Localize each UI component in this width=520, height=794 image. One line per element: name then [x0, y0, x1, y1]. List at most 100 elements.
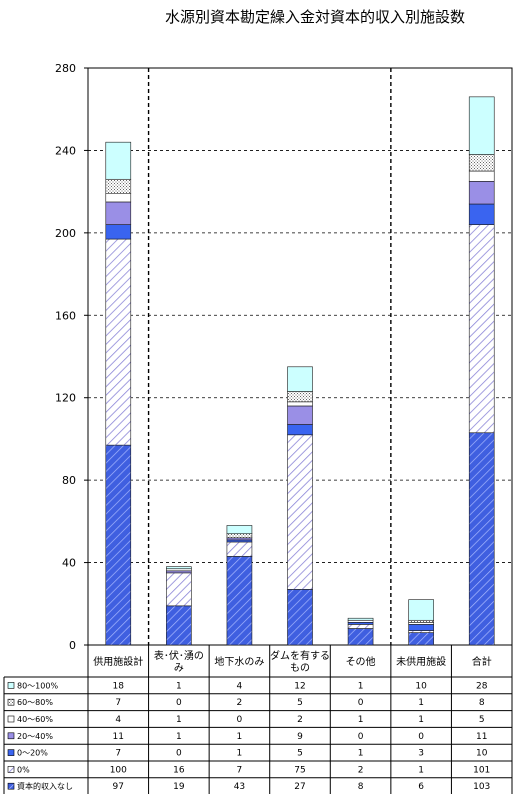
legend-key	[7, 749, 15, 756]
data-label: 103	[473, 782, 490, 792]
data-label: 4	[237, 681, 243, 691]
legend-entry: 80～100%	[17, 681, 58, 690]
data-label: 0	[237, 715, 243, 725]
data-label: 1	[358, 715, 364, 725]
category-label: 供用施設計	[93, 655, 143, 668]
data-label: 0	[358, 732, 364, 742]
bar-segment	[105, 178, 132, 195]
bar-segment	[468, 432, 495, 646]
legend-entry: 20～40%	[17, 732, 53, 741]
category-label: ダムを有するもの	[270, 649, 330, 674]
bar-segment	[408, 624, 434, 631]
bar-segment	[468, 170, 495, 182]
data-label: 5	[297, 749, 303, 759]
data-label: 0	[176, 749, 182, 759]
bar-segment	[226, 525, 253, 535]
bar-segment	[226, 539, 253, 543]
legend-key	[7, 698, 15, 706]
data-label: 16	[173, 765, 185, 775]
data-label: 12	[294, 681, 305, 691]
category-label: その他	[346, 655, 376, 668]
bar-segment	[468, 203, 495, 225]
data-label: 10	[476, 749, 488, 759]
data-label: 0	[418, 732, 424, 742]
data-label: 7	[115, 698, 121, 708]
bar-segment	[226, 556, 253, 646]
data-label: 27	[294, 782, 305, 792]
legend-key	[7, 732, 15, 740]
bar-segment	[105, 444, 132, 646]
bar-segment	[166, 566, 192, 570]
data-label: 2	[297, 715, 303, 725]
bar-segment	[287, 401, 313, 407]
data-label: 11	[476, 732, 487, 742]
data-label: 7	[115, 749, 121, 759]
data-label: 8	[358, 782, 364, 792]
bar-segment	[468, 224, 495, 434]
bar-segment	[226, 537, 253, 541]
data-label: 1	[176, 715, 182, 725]
bar-segment	[105, 238, 132, 446]
data-label: 1	[237, 732, 243, 742]
data-label: 0	[176, 698, 182, 708]
data-label: 1	[176, 681, 182, 691]
bar-segment	[166, 570, 192, 574]
bar-segment	[105, 193, 132, 203]
bar-segment	[408, 630, 434, 633]
bar-segment	[408, 632, 434, 646]
bar-segment	[166, 572, 192, 607]
legend-key	[7, 715, 15, 723]
bar-segment	[347, 624, 374, 629]
category-label: 合計	[472, 655, 492, 668]
bar-segment	[468, 96, 495, 155]
bar-segment	[166, 568, 192, 572]
data-label: 19	[173, 782, 185, 792]
data-label: 11	[113, 732, 124, 742]
data-label: 5	[297, 698, 303, 708]
data-label: 1	[358, 749, 364, 759]
category-label: 地下水のみ	[214, 655, 264, 668]
bar-segment	[105, 141, 132, 180]
bar-segment	[408, 622, 434, 625]
data-label: 5	[479, 715, 485, 725]
bar-segment	[105, 201, 132, 225]
bar-segment	[408, 599, 434, 621]
bar-segment	[166, 605, 192, 646]
data-label: 18	[113, 681, 125, 691]
data-label: 1	[418, 698, 424, 708]
data-label: 2	[237, 698, 243, 708]
data-label: 43	[234, 782, 245, 792]
bar-segment	[347, 622, 374, 625]
axis-layer: 0 40 80 120 160 200 240 280	[55, 62, 88, 652]
data-label: 28	[476, 681, 488, 691]
bar-segment	[105, 224, 132, 240]
chart-title: 水源別資本勘定繰入金対資本的収入別施設数	[164, 8, 465, 26]
legend-entry: 資本的収入なし	[17, 781, 73, 791]
data-label: 7	[237, 765, 243, 775]
data-label: 1	[237, 749, 243, 759]
data-label: 1	[358, 681, 364, 691]
bar-segment	[287, 391, 313, 403]
bar-segment	[287, 366, 313, 392]
bar-segment	[287, 405, 313, 425]
data-label: 101	[473, 765, 490, 775]
data-label: 1	[418, 765, 424, 775]
bar-segment	[226, 541, 253, 557]
legend-entry: 0%	[17, 765, 30, 774]
data-label: 6	[418, 782, 424, 792]
data-label: 97	[113, 782, 124, 792]
bar-segment	[347, 628, 374, 646]
y-tick-label: 120	[55, 392, 76, 405]
bars-layer	[105, 96, 495, 646]
bar-segment	[287, 434, 313, 590]
bar-segment	[347, 617, 374, 621]
y-tick-label: 160	[55, 309, 76, 322]
bar-segment	[226, 533, 253, 539]
data-label: 3	[418, 749, 424, 759]
legend-key	[7, 782, 15, 790]
y-tick-label: 0	[69, 639, 76, 652]
y-tick-label: 40	[62, 557, 76, 570]
data-label: 75	[294, 765, 305, 775]
